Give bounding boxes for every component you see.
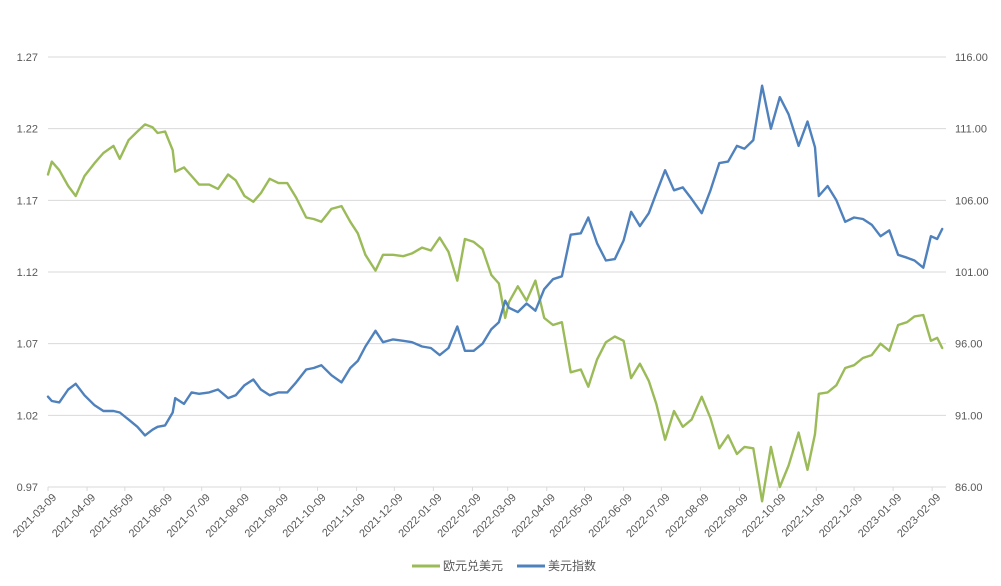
left-y-axis: 0.97 1.02 1.07 1.12 1.17 1.22 1.27 (17, 52, 38, 494)
series-lines (46, 84, 944, 503)
left-y-tick-label: 1.12 (17, 267, 38, 279)
right-y-tick-label: 96.00 (955, 339, 983, 351)
left-y-tick-label: 0.97 (17, 482, 38, 494)
right-y-tick-label: 91.00 (955, 410, 983, 422)
chart-legend: 欧元兑美元 美元指数 (412, 558, 596, 573)
right-y-tick-label: 101.00 (955, 267, 989, 279)
right-y-axis: 86.00 91.00 96.00 101.00 106.00 111.00 116.00 (955, 52, 989, 494)
left-y-tick-label: 1.17 (17, 195, 38, 207)
left-y-tick-label: 1.02 (17, 410, 38, 422)
series-line-dollar-index (46, 84, 944, 437)
left-y-tick-label: 1.07 (17, 339, 38, 351)
right-y-tick-label: 106.00 (955, 195, 989, 207)
right-y-tick-label: 116.00 (955, 52, 988, 64)
left-y-tick-label: 1.27 (17, 52, 38, 64)
series-line-eur-usd (46, 123, 944, 503)
legend-label-eur-usd: 欧元兑美元 (443, 559, 503, 573)
right-y-tick-label: 86.00 (955, 482, 983, 494)
legend-label-dollar-index: 美元指数 (548, 558, 596, 573)
left-y-tick-label: 1.22 (17, 124, 38, 136)
right-y-tick-label: 111.00 (955, 124, 987, 136)
